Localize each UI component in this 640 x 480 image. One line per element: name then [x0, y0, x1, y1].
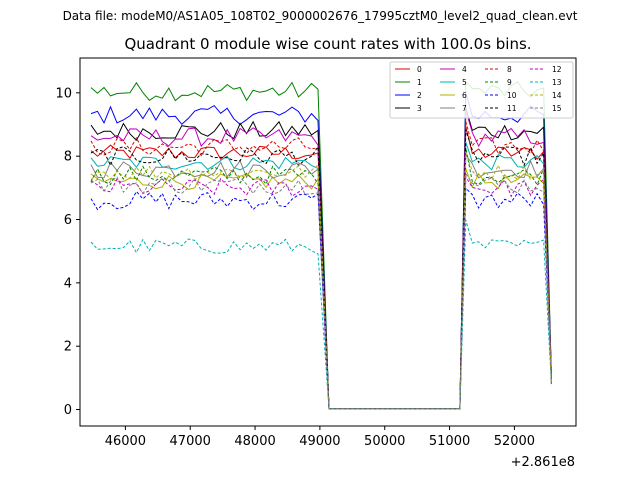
legend-label-15: 15: [552, 104, 562, 113]
plot-area-frame: [79, 57, 577, 427]
y-tick-label: 2: [64, 340, 72, 355]
x-tick-label: 47000: [170, 434, 211, 449]
suptitle: Data file: modeM0/AS1A05_108T02_90000026…: [63, 9, 578, 23]
legend-label-9: 9: [507, 78, 512, 87]
series-line-4: [90, 110, 552, 410]
legend-label-1: 1: [417, 78, 422, 87]
legend-label-12: 12: [552, 65, 562, 74]
y-tick-label: 6: [64, 213, 72, 228]
legend-label-6: 6: [462, 91, 467, 100]
series-line-8: [90, 121, 552, 410]
x-offset-label: +2.861e8: [511, 455, 575, 470]
x-tick-label: 49000: [299, 434, 340, 449]
legend-label-8: 8: [507, 65, 512, 74]
y-tick-label: 4: [64, 276, 72, 291]
legend-label-11: 11: [507, 104, 517, 113]
legend-label-10: 10: [507, 91, 517, 100]
x-tick-label: 46000: [105, 434, 146, 449]
legend-box: [389, 61, 574, 119]
legend-label-7: 7: [462, 104, 467, 113]
axis-ticks: 46000 47000 48000 49000 50000 51000 52000 0 2 4 6 8…: [55, 86, 535, 449]
y-tick-label: 0: [64, 403, 72, 418]
series-line-0: [90, 126, 552, 410]
series-line-15: [90, 172, 552, 410]
series-line-12: [90, 174, 552, 410]
legend-label-4: 4: [462, 65, 467, 74]
x-tick-label: 50000: [364, 434, 405, 449]
legend-label-13: 13: [552, 78, 562, 87]
legend-label-5: 5: [462, 78, 467, 87]
series-line-5: [90, 141, 552, 410]
series-line-14: [90, 152, 552, 410]
y-tick-label: 10: [55, 86, 72, 101]
legend-label-2: 2: [417, 91, 422, 100]
y-tick-label: 8: [64, 150, 72, 165]
x-tick-label: 51000: [429, 434, 470, 449]
legend-label-14: 14: [552, 91, 562, 100]
legend-label-3: 3: [417, 104, 422, 113]
series-line-11: [90, 129, 552, 410]
series-line-9: [90, 147, 552, 410]
chart-title: Quadrant 0 module wise count rates with …: [124, 35, 531, 53]
series-layer: [90, 80, 552, 410]
legend-label-0: 0: [417, 65, 422, 74]
series-line-6: [90, 168, 552, 410]
x-tick-label: 48000: [234, 434, 275, 449]
x-tick-label: 52000: [494, 434, 535, 449]
